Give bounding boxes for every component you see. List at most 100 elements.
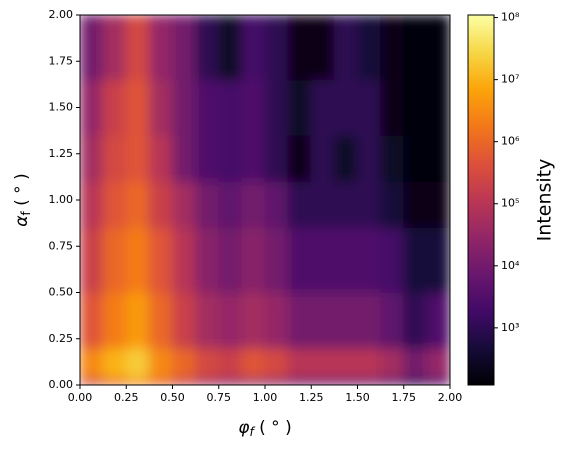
heat-cell	[125, 79, 150, 136]
heat-cell	[380, 292, 405, 349]
heat-cell	[333, 227, 358, 293]
heatmap	[80, 15, 450, 385]
y-label-symbol: α	[12, 216, 32, 227]
heat-cell	[102, 227, 127, 293]
heat-cell	[287, 227, 312, 293]
heat-cell	[403, 227, 428, 293]
heat-cell	[333, 134, 358, 182]
heat-cell	[333, 377, 358, 385]
colorbar-tick-label: 10⁵	[501, 197, 519, 210]
heat-cell	[380, 347, 405, 379]
heat-cell	[102, 347, 127, 379]
heat-cell	[102, 181, 127, 229]
y-tick-label: 1.25	[49, 147, 74, 160]
x-label-unit: ( ° )	[254, 418, 292, 438]
heat-cell	[426, 227, 450, 293]
heat-cell	[380, 377, 405, 385]
heat-cell	[403, 79, 428, 136]
colorbar-tick-label: 10³	[501, 321, 519, 334]
x-tick-label: 0.50	[160, 391, 185, 404]
heat-cell	[148, 377, 173, 385]
heat-cell	[426, 181, 450, 229]
heat-cell	[102, 377, 127, 385]
heat-cell	[80, 227, 104, 293]
heat-cell	[195, 377, 220, 385]
heat-cell	[218, 227, 243, 293]
heat-cell	[172, 292, 197, 349]
heat-cell	[125, 15, 150, 81]
heat-cell	[357, 79, 382, 136]
colorbar-tick-label: 10⁶	[501, 135, 520, 148]
x-label-subscript: f	[250, 425, 256, 439]
heat-cell	[310, 15, 335, 81]
heat-cell	[172, 79, 197, 136]
colorbar-tick-label: 10⁸	[501, 11, 520, 24]
heat-cell	[264, 227, 289, 293]
heat-cell	[403, 347, 428, 379]
heat-cell	[195, 347, 220, 379]
heat-cell	[148, 134, 173, 182]
heat-cell	[426, 347, 450, 379]
heat-cell	[357, 15, 382, 81]
heat-cell	[241, 347, 266, 379]
heat-cell	[380, 181, 405, 229]
heat-cell	[310, 292, 335, 349]
x-tick-label: 0.25	[114, 391, 139, 404]
heat-cell	[287, 377, 312, 385]
x-label-symbol: φ	[238, 418, 250, 438]
heat-cell	[148, 347, 173, 379]
heat-cell	[310, 181, 335, 229]
x-tick-label: 0.75	[207, 391, 232, 404]
heat-cell	[403, 15, 428, 81]
y-tick-label: 0.50	[49, 286, 74, 299]
colorbar-label: Intensity	[534, 159, 556, 242]
heat-cell	[218, 377, 243, 385]
heat-cell	[264, 292, 289, 349]
heat-cell	[357, 292, 382, 349]
heat-cell	[125, 347, 150, 379]
x-axis-label: φf ( ° )	[238, 418, 291, 439]
heat-cell	[148, 79, 173, 136]
heat-cell	[287, 292, 312, 349]
heat-cell	[241, 227, 266, 293]
x-tick-label: 0.00	[68, 391, 93, 404]
heat-cell	[241, 134, 266, 182]
heat-cell	[264, 15, 289, 81]
y-axis-label: αf ( ° )	[12, 173, 33, 226]
heat-cell	[357, 347, 382, 379]
heat-cell	[380, 79, 405, 136]
heat-cell	[426, 79, 450, 136]
heat-cell	[310, 227, 335, 293]
heat-cell	[102, 292, 127, 349]
heat-cell	[80, 292, 104, 349]
x-tick-label: 1.25	[299, 391, 324, 404]
colorbar-tick-label: 10⁷	[501, 73, 519, 86]
heat-cell	[380, 134, 405, 182]
heat-cell	[287, 79, 312, 136]
heat-cell	[426, 134, 450, 182]
heat-cell	[287, 347, 312, 379]
heat-cell	[195, 79, 220, 136]
heat-cell	[357, 227, 382, 293]
heat-cell	[172, 181, 197, 229]
y-tick-label: 2.00	[49, 8, 74, 21]
heat-cell	[287, 181, 312, 229]
heat-cell	[148, 15, 173, 81]
heat-cell	[357, 181, 382, 229]
heat-cell	[264, 79, 289, 136]
y-label-subscript: f	[19, 211, 33, 216]
heat-cell	[426, 15, 450, 81]
x-tick-label: 1.00	[253, 391, 278, 404]
heat-cell	[172, 377, 197, 385]
heat-cell	[241, 181, 266, 229]
heat-cell	[218, 292, 243, 349]
heat-cell	[310, 79, 335, 136]
heat-cell	[241, 292, 266, 349]
heat-cell	[102, 79, 127, 136]
heat-cell	[125, 227, 150, 293]
heat-cell	[380, 227, 405, 293]
heat-cell	[80, 79, 104, 136]
y-tick-label: 0.75	[49, 239, 74, 252]
x-tick-label: 1.75	[392, 391, 417, 404]
